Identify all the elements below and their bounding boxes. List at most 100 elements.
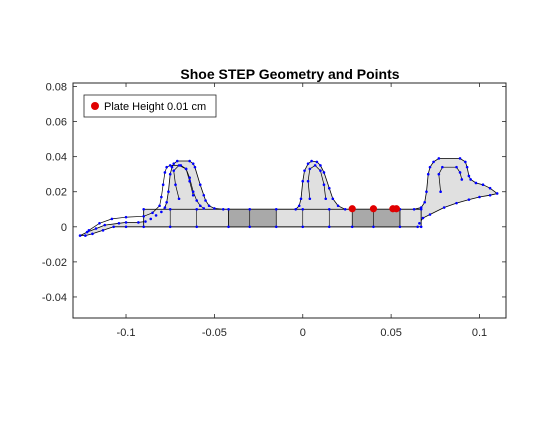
vertex-marker xyxy=(372,225,375,229)
vertex-marker xyxy=(299,197,303,201)
vertex-marker xyxy=(117,221,121,225)
vertex-marker xyxy=(142,214,145,218)
y-tick-label: 0.06 xyxy=(46,117,67,129)
y-tick-label: 0.02 xyxy=(46,187,67,199)
vertex-marker xyxy=(161,183,165,187)
vertex-marker xyxy=(154,214,158,217)
plate-dark-segment xyxy=(228,208,277,228)
vertex-marker xyxy=(324,197,328,201)
vertex-marker xyxy=(204,199,207,202)
vertex-marker xyxy=(301,207,305,211)
vertex-marker xyxy=(149,217,153,221)
vertex-marker xyxy=(160,210,163,214)
vertex-marker xyxy=(308,197,312,201)
vertex-marker xyxy=(455,201,458,205)
vertex-marker xyxy=(191,162,195,165)
plate-height-point xyxy=(348,205,356,213)
vertex-marker xyxy=(437,157,441,160)
vertex-marker xyxy=(202,207,206,210)
vertex-marker xyxy=(168,172,172,176)
vertex-marker xyxy=(274,207,278,211)
vertex-marker xyxy=(172,169,176,172)
vertex-marker xyxy=(227,207,230,211)
vertex-marker xyxy=(313,164,317,167)
vertex-marker xyxy=(308,167,312,171)
vertex-marker xyxy=(144,220,147,223)
vertex-marker xyxy=(195,225,199,229)
vertex-marker xyxy=(168,164,172,167)
vertex-marker xyxy=(193,165,197,169)
vertex-marker xyxy=(428,213,432,216)
vertex-marker xyxy=(172,162,176,165)
vertex-marker xyxy=(419,207,423,211)
vertex-marker xyxy=(142,225,145,229)
vertex-marker xyxy=(94,227,98,230)
vertex-marker xyxy=(306,179,310,183)
vertex-marker xyxy=(350,225,354,229)
vertex-marker xyxy=(85,230,89,234)
vertex-marker xyxy=(188,159,191,163)
vertex-marker xyxy=(177,197,181,201)
vertex-marker xyxy=(439,190,442,194)
vertex-marker xyxy=(467,198,471,201)
vertex-marker xyxy=(458,157,462,160)
vertex-marker xyxy=(160,195,163,199)
vertex-marker xyxy=(464,160,467,164)
x-tick-label: -0.1 xyxy=(117,327,136,339)
vertex-marker xyxy=(319,169,322,172)
vertex-marker xyxy=(343,207,347,211)
vertex-marker xyxy=(412,207,416,211)
vertex-marker xyxy=(488,186,492,190)
vertex-marker xyxy=(322,171,326,174)
vertex-marker xyxy=(425,190,428,194)
vertex-marker xyxy=(315,160,319,164)
vertex-marker xyxy=(458,171,462,174)
vertex-marker xyxy=(467,174,471,178)
legend: Plate Height 0.01 cm xyxy=(83,94,217,118)
vertex-marker xyxy=(137,221,140,224)
x-tick-label: -0.05 xyxy=(202,327,227,339)
shoe-geometry xyxy=(78,157,499,237)
vertex-marker xyxy=(191,193,195,197)
vertex-marker xyxy=(478,195,481,199)
vertex-marker xyxy=(331,197,335,201)
vertex-marker xyxy=(170,165,174,169)
vertex-marker xyxy=(174,183,177,187)
vertex-marker xyxy=(188,176,191,180)
vertex-marker xyxy=(303,169,306,172)
vertex-marker xyxy=(207,204,211,208)
legend-box xyxy=(83,94,217,118)
vertex-marker xyxy=(301,179,305,183)
vertex-marker xyxy=(184,167,188,171)
vertex-marker xyxy=(151,211,154,215)
vertex-marker xyxy=(428,165,432,169)
vertex-marker xyxy=(227,225,230,229)
x-tick-label: 0.05 xyxy=(380,327,401,339)
legend-marker xyxy=(91,102,99,110)
vertex-marker xyxy=(87,229,91,232)
vertex-marker xyxy=(465,165,469,169)
vertex-marker xyxy=(423,200,427,204)
vertex-marker xyxy=(165,200,168,204)
vertex-marker xyxy=(198,204,202,208)
vertex-marker xyxy=(432,160,435,164)
vertex-marker xyxy=(91,232,94,236)
vertex-marker xyxy=(416,225,419,229)
vertex-marker xyxy=(195,207,199,211)
vertex-marker xyxy=(481,183,485,187)
vertex-marker xyxy=(165,165,168,169)
plate-height-point xyxy=(369,205,378,213)
vertex-marker xyxy=(327,186,331,190)
y-tick-label: -0.04 xyxy=(42,292,67,304)
x-tick-label: 0 xyxy=(300,327,306,339)
vertex-marker xyxy=(124,225,128,229)
vertex-marker xyxy=(319,164,322,167)
vertex-marker xyxy=(202,193,206,197)
vertex-marker xyxy=(175,159,179,163)
vertex-marker xyxy=(297,204,301,208)
vertex-marker xyxy=(469,178,472,181)
vertex-marker xyxy=(98,221,101,225)
vertex-marker xyxy=(167,190,170,194)
vertex-marker xyxy=(103,223,107,227)
